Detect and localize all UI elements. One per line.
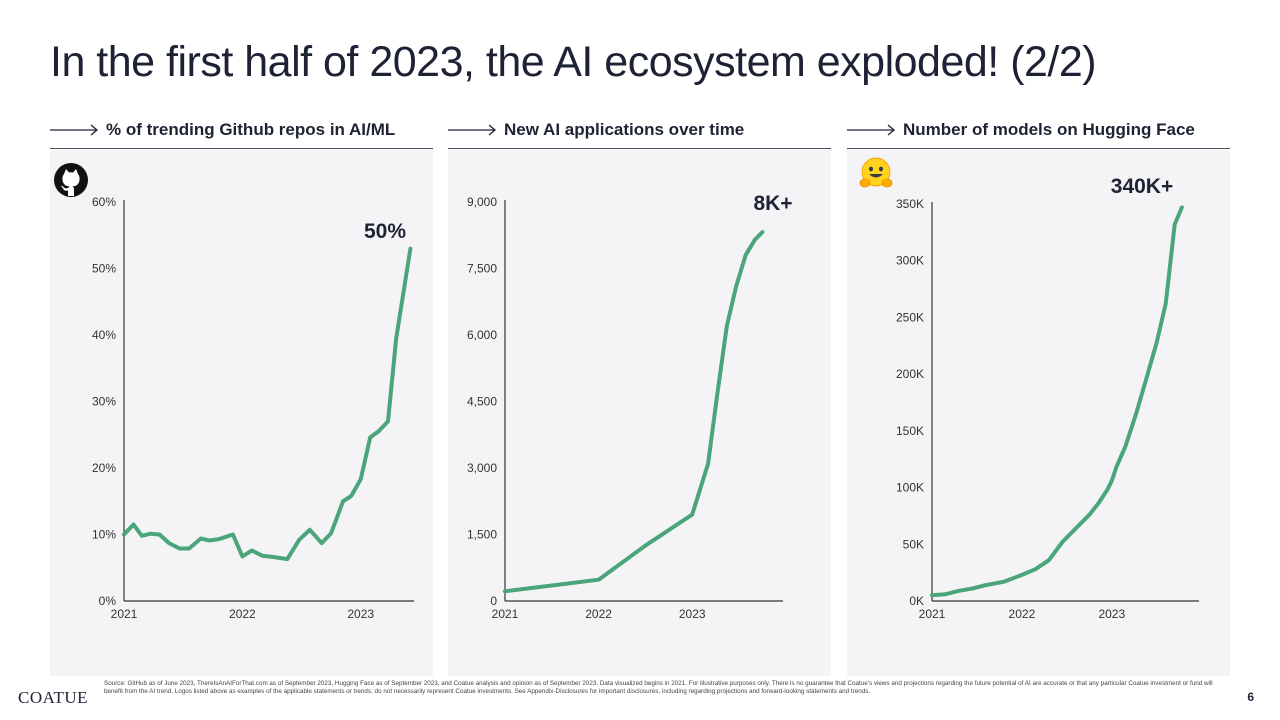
chart-panel-github — [50, 150, 433, 676]
y-tick-label: 30% — [92, 395, 116, 409]
y-tick-label: 20% — [92, 461, 116, 475]
x-tick-label: 2022 — [1009, 607, 1036, 621]
y-tick-label: 4,500 — [467, 395, 497, 409]
y-tick-label: 300K — [896, 254, 924, 268]
y-tick-label: 250K — [896, 310, 924, 324]
chart-new-ai-applications: 0 1,500 3,000 4,500 6,000 7,500 9,000 2021 2022 2… — [467, 192, 793, 621]
series-line — [503, 230, 765, 594]
y-tick-label: 1,500 — [467, 528, 497, 542]
chart-header-hugging-face: Number of models on Hugging Face — [847, 118, 1230, 149]
y-tick-label: 40% — [92, 328, 116, 342]
x-tick-label: 2021 — [492, 607, 519, 621]
chart-title: % of trending Github repos in AI/ML — [106, 120, 396, 139]
y-tick-label: 50% — [92, 262, 116, 276]
chart-header-ai-apps: New AI applications over time — [448, 118, 831, 149]
chart-annotation-label: 50% — [364, 220, 406, 243]
hugging-face-icon — [859, 157, 893, 188]
y-tick-label: 150K — [896, 424, 924, 438]
y-tick-label: 9,000 — [467, 195, 497, 209]
x-tick-label: 2022 — [229, 607, 256, 621]
chart-annotation-label: 340K+ — [1111, 175, 1173, 198]
chart-title: Number of models on Hugging Face — [903, 120, 1195, 139]
x-tick-label: 2021 — [111, 607, 138, 621]
y-tick-label: 60% — [92, 195, 116, 209]
y-tick-label: 50K — [903, 537, 924, 551]
y-tick-label: 7,500 — [467, 262, 497, 276]
y-tick-label: 3,000 — [467, 461, 497, 475]
x-tick-label: 2023 — [1098, 607, 1125, 621]
arrow-right-icon — [50, 124, 99, 136]
y-tick-label: 200K — [896, 367, 924, 381]
x-tick-label: 2021 — [919, 607, 946, 621]
page-number: 6 — [1247, 690, 1254, 704]
chart-github-trending-repos: 0% 10% 20% 30% 40% 50% 60% 2021 2022 2023 50% — [92, 195, 414, 621]
chart-annotation-label: 8K+ — [753, 192, 792, 215]
series-line — [930, 205, 1184, 598]
arrow-right-icon — [847, 124, 896, 136]
arrow-right-icon — [448, 124, 497, 136]
coatue-logo: COATUE — [18, 688, 89, 707]
chart-header-github: % of trending Github repos in AI/ML — [50, 118, 433, 149]
chart-panel-hugging-face — [847, 150, 1230, 676]
x-tick-label: 2022 — [585, 607, 612, 621]
y-tick-label: 100K — [896, 481, 924, 495]
x-tick-label: 2023 — [679, 607, 706, 621]
chart-title: New AI applications over time — [504, 120, 745, 139]
chart-hugging-face-models: 0K 50K 100K 150K 200K 250K 300K 350K 2021 2022 202… — [896, 175, 1199, 621]
x-tick-label: 2023 — [347, 607, 374, 621]
source-footnote: Source: GitHub as of June 2023, ThereIsA… — [104, 680, 1213, 695]
series-line — [122, 246, 413, 562]
y-tick-label: 10% — [92, 528, 116, 542]
y-tick-label: 0 — [490, 594, 497, 608]
page-title: In the first half of 2023, the AI ecosys… — [50, 38, 1097, 86]
y-tick-label: 0% — [99, 594, 117, 608]
chart-panel-ai-apps — [448, 150, 831, 676]
y-tick-label: 0K — [909, 594, 924, 608]
y-tick-label: 350K — [896, 197, 924, 211]
github-icon — [54, 163, 88, 197]
y-tick-label: 6,000 — [467, 328, 497, 342]
